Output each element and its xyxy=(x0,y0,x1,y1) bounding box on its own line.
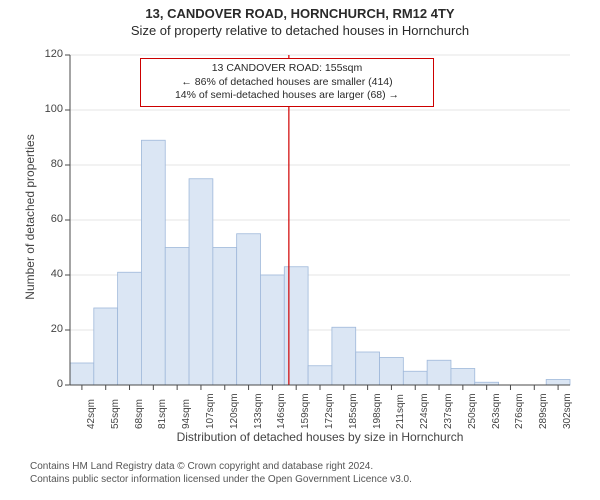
x-tick-label: 42sqm xyxy=(86,399,97,429)
x-tick-label: 250sqm xyxy=(467,393,478,429)
x-tick-label: 302sqm xyxy=(562,393,573,429)
x-tick-label: 133sqm xyxy=(253,393,264,429)
x-tick-label: 237sqm xyxy=(443,393,454,429)
chart-container: 13, CANDOVER ROAD, HORNCHURCH, RM12 4TY … xyxy=(0,0,600,500)
x-tick-label: 211sqm xyxy=(395,394,406,429)
x-tick-label: 55sqm xyxy=(110,399,121,429)
x-axis-label: Distribution of detached houses by size … xyxy=(70,430,570,444)
x-tick-label: 172sqm xyxy=(324,393,335,429)
y-tick-label: 100 xyxy=(35,103,63,115)
x-tick-label: 81sqm xyxy=(157,399,168,429)
x-tick-label: 263sqm xyxy=(491,393,502,429)
x-tick-label: 289sqm xyxy=(538,393,549,429)
x-tick-label: 276sqm xyxy=(514,393,525,429)
x-tick-label: 185sqm xyxy=(348,393,359,429)
y-tick-label: 0 xyxy=(35,378,63,390)
x-tick-label: 94sqm xyxy=(181,399,192,429)
y-tick-label: 120 xyxy=(35,48,63,60)
footnote-line-1: Contains HM Land Registry data © Crown c… xyxy=(30,460,412,473)
y-tick-label: 80 xyxy=(35,158,63,170)
y-tick-label: 40 xyxy=(35,268,63,280)
x-tick-label: 146sqm xyxy=(276,393,287,429)
x-tick-label: 107sqm xyxy=(205,393,216,429)
footnote-line-2: Contains public sector information licen… xyxy=(30,473,412,486)
x-tick-label: 159sqm xyxy=(300,393,311,429)
annotation-box: 13 CANDOVER ROAD: 155sqm ← 86% of detach… xyxy=(140,58,434,107)
annotation-line-3: 14% of semi-detached houses are larger (… xyxy=(147,89,427,103)
y-tick-label: 60 xyxy=(35,213,63,225)
x-tick-label: 198sqm xyxy=(372,393,383,429)
annotation-line-1: 13 CANDOVER ROAD: 155sqm xyxy=(147,62,427,76)
y-tick-label: 20 xyxy=(35,323,63,335)
x-tick-label: 224sqm xyxy=(419,393,430,429)
annotation-line-2: ← 86% of detached houses are smaller (41… xyxy=(147,76,427,90)
x-tick-label: 120sqm xyxy=(229,393,240,429)
footnote: Contains HM Land Registry data © Crown c… xyxy=(30,460,412,486)
x-tick-label: 68sqm xyxy=(134,399,145,429)
